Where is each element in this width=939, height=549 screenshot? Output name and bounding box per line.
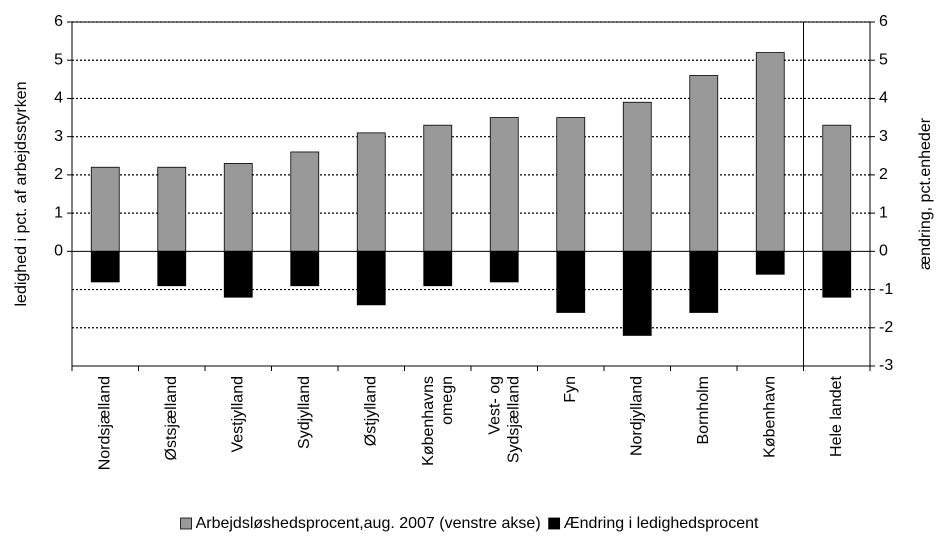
label-line: omegn bbox=[439, 376, 456, 429]
bar bbox=[356, 250, 386, 306]
x-tick-label: København bbox=[761, 376, 778, 458]
bar bbox=[622, 101, 652, 252]
bar bbox=[90, 250, 120, 283]
bar bbox=[223, 163, 253, 252]
bar bbox=[822, 250, 852, 298]
bar bbox=[556, 117, 586, 252]
x-tick-label: Vestjylland bbox=[229, 376, 246, 453]
bar bbox=[157, 166, 187, 252]
bar bbox=[356, 132, 386, 252]
bar bbox=[755, 52, 785, 252]
bar bbox=[822, 124, 852, 252]
bar bbox=[423, 124, 453, 252]
x-tick-label: Østsjælland bbox=[163, 376, 180, 460]
x-tick-label: Nordjylland bbox=[628, 376, 645, 456]
legend-swatch bbox=[180, 517, 192, 530]
bar bbox=[290, 250, 320, 287]
legend-label: Arbejdsløshedsprocent,aug. 2007 (venstre… bbox=[196, 515, 541, 532]
label-line: Københavns bbox=[420, 376, 437, 466]
y2-tick-label: -1 bbox=[879, 281, 893, 298]
y-tick-label: 3 bbox=[54, 128, 63, 145]
x-tick-label: Nordsjælland bbox=[96, 376, 113, 470]
y-tick-label: 6 bbox=[54, 13, 63, 30]
bar bbox=[489, 117, 519, 252]
bar bbox=[556, 250, 586, 313]
y-axis-label: ledighed i pct. af arbejdsstyrken bbox=[13, 81, 30, 306]
y2-tick-label: -2 bbox=[879, 319, 893, 336]
y2-tick-label: 3 bbox=[879, 128, 888, 145]
label-line: Sydsjælland bbox=[505, 376, 522, 468]
y2-tick-label: 5 bbox=[879, 51, 888, 68]
y2-tick-label: -3 bbox=[879, 357, 893, 374]
y2-tick-label: 1 bbox=[879, 204, 888, 221]
y-tick-label: 2 bbox=[54, 166, 63, 183]
y-tick-label: 0 bbox=[54, 243, 63, 260]
y2-tick-label: 2 bbox=[879, 166, 888, 183]
legend-label: Ændring i ledighedsprocent bbox=[564, 515, 759, 532]
label-line: Vest- og bbox=[486, 376, 503, 435]
bar bbox=[689, 250, 719, 313]
x-tick-label: Sydjylland bbox=[296, 376, 313, 449]
x-tick-label: Vest- og Sydsjælland bbox=[486, 376, 522, 468]
x-tick-label: Københavns omegn bbox=[420, 376, 456, 466]
bar bbox=[755, 250, 785, 275]
bar bbox=[622, 250, 652, 336]
y-tick-label: 4 bbox=[54, 90, 63, 107]
bar bbox=[223, 250, 253, 298]
plot-frame bbox=[71, 21, 871, 367]
y-tick-label: 1 bbox=[54, 204, 63, 221]
y2-tick-label: 4 bbox=[879, 90, 888, 107]
bar bbox=[157, 250, 187, 287]
bar bbox=[689, 75, 719, 252]
x-tick-label: Østjylland bbox=[362, 376, 379, 446]
legend-swatch bbox=[548, 517, 561, 530]
bar bbox=[489, 250, 519, 283]
bar bbox=[290, 151, 320, 252]
legend: Arbejdsløshedsprocent,aug. 2007 (venstre… bbox=[180, 515, 759, 532]
bar bbox=[423, 250, 453, 287]
x-tick-label: Hele landet bbox=[828, 375, 845, 457]
y2-tick-label: 0 bbox=[879, 243, 888, 260]
bar bbox=[90, 166, 120, 252]
y2-axis-label: ændring, pct.enheder bbox=[917, 117, 934, 270]
x-tick-label: Fyn bbox=[562, 376, 579, 403]
y2-tick-label: 6 bbox=[879, 13, 888, 30]
y-tick-label: 5 bbox=[54, 51, 63, 68]
x-tick-label: Bornholm bbox=[695, 376, 712, 444]
